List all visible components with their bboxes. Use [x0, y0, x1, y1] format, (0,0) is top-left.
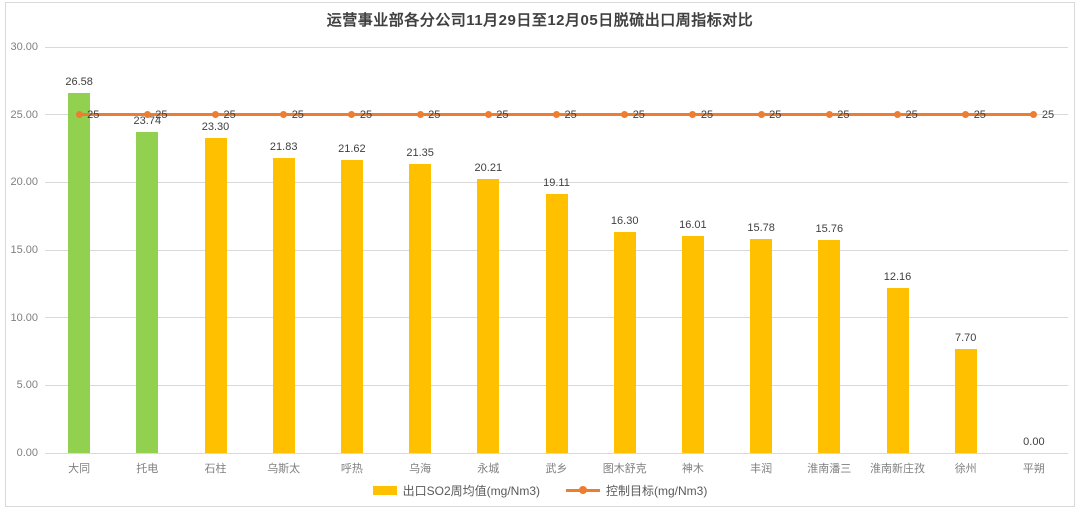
x-axis-category-label: 乌斯太 [267, 463, 301, 475]
bar [477, 179, 500, 453]
bar [545, 194, 568, 453]
x-axis-category-label: 呼热 [340, 463, 363, 475]
bar-value-label: 15.78 [747, 222, 775, 235]
x-axis-category-label: 武乡 [545, 463, 568, 475]
target-line-marker [757, 111, 765, 119]
bar [409, 164, 432, 453]
target-point-label: 25 [700, 108, 714, 121]
bar-value-label: 23.74 [133, 114, 162, 127]
target-point-label: 25 [428, 108, 441, 121]
legend-item-line-series: 控制目标(mg/Nm3) [566, 482, 707, 499]
target-line-marker [825, 111, 833, 119]
target-point-label: 25 [87, 108, 100, 121]
line-series-swatch-icon [566, 486, 600, 494]
target-point-label: 25 [564, 108, 577, 121]
x-axis-category-label: 永城 [477, 463, 500, 475]
bar [613, 232, 636, 453]
x-axis-category-label: 淮南潘三 [807, 463, 852, 475]
y-axis-tick-label: 30.00 [10, 41, 38, 53]
target-point-label: 25 [223, 108, 236, 121]
target-point-label: 25 [291, 108, 304, 121]
target-line-marker [212, 111, 219, 119]
bar-value-label: 21.62 [338, 143, 366, 156]
x-axis-category-label: 神木 [681, 463, 704, 475]
target-point-label: 25 [1041, 108, 1055, 121]
chart-title: 运营事业部各分公司11月29日至12月05日脱硫出口周指标对比 [326, 12, 754, 29]
bar-value-label: 21.35 [406, 147, 434, 160]
line-series-dot-icon [579, 486, 587, 494]
bar [272, 157, 295, 453]
target-point-label: 25 [769, 108, 782, 121]
target-line-marker [894, 111, 901, 119]
y-axis-tick-label: 15.00 [10, 244, 38, 256]
bar-value-label: 23.30 [201, 120, 230, 133]
target-line-marker [553, 111, 560, 119]
target-point-label: 25 [837, 108, 850, 121]
gridline [45, 452, 1068, 454]
target-line-marker [484, 111, 492, 119]
bar [68, 93, 91, 453]
bar-value-label: 15.76 [815, 222, 844, 235]
target-line-marker [75, 111, 83, 119]
bar [818, 239, 841, 453]
y-axis-tick-label: 25.00 [10, 108, 38, 121]
legend-item-bar-series: 出口SO2周均值(mg/Nm3) [372, 482, 540, 499]
x-axis-category-label: 丰润 [750, 463, 773, 475]
target-point-label: 25 [632, 108, 645, 121]
bar-value-label: 0.00 [1023, 436, 1045, 448]
x-axis-category-label: 大同 [68, 463, 91, 475]
bar-value-label: 19.11 [543, 177, 570, 190]
target-line-marker [689, 111, 697, 119]
target-point-label: 25 [496, 108, 509, 121]
x-axis-category-label: 石柱 [204, 463, 227, 475]
bar-value-label: 20.21 [474, 162, 503, 175]
y-axis-tick-label: 5.00 [16, 379, 38, 392]
chart-frame [5, 2, 1075, 507]
legend-label-line-series: 控制目标(mg/Nm3) [606, 484, 708, 498]
bar [954, 348, 977, 453]
target-line-marker [143, 111, 151, 119]
x-axis-category-label: 淮南新庄孜 [870, 463, 925, 475]
y-axis-tick-label: 20.00 [10, 176, 38, 189]
x-axis-category-label: 托电 [136, 463, 159, 475]
target-line-marker [348, 111, 356, 119]
bar [750, 239, 773, 453]
target-line-marker [962, 111, 970, 119]
x-axis-category-label: 图木舒克 [602, 463, 647, 475]
bar [340, 160, 363, 453]
target-point-label: 25 [359, 108, 373, 121]
target-point-label: 25 [155, 108, 168, 121]
gridline [45, 181, 1068, 183]
bar [204, 137, 227, 453]
target-point-label: 25 [905, 108, 918, 121]
bar-value-label: 21.83 [269, 140, 298, 153]
bar-value-label: 26.58 [65, 76, 93, 89]
bar [681, 236, 704, 453]
bar-value-label: 7.70 [954, 331, 977, 344]
target-line-marker [621, 111, 629, 119]
bar-series-swatch-icon [372, 486, 397, 495]
target-line-marker [280, 111, 288, 119]
legend: 出口SO2周均值(mg/Nm3) 控制目标(mg/Nm3) [0, 482, 1080, 499]
x-axis-category-label: 徐州 [954, 463, 977, 475]
x-axis-category-label: 乌海 [409, 463, 432, 475]
x-axis-category-label: 平朔 [1022, 463, 1045, 475]
bar-value-label: 12.16 [883, 271, 912, 284]
legend-label-bar-series: 出口SO2周均值(mg/Nm3) [402, 484, 540, 498]
target-line-marker [1030, 111, 1038, 119]
target-point-label: 25 [973, 108, 986, 121]
y-axis-tick-label: 10.00 [10, 311, 38, 324]
bar [886, 288, 909, 453]
gridline [45, 46, 1068, 48]
y-axis-tick-label: 0.00 [16, 447, 38, 459]
bar-value-label: 16.01 [679, 219, 707, 232]
target-line-marker [416, 111, 424, 119]
bar [136, 131, 159, 453]
bar-value-label: 16.30 [610, 215, 639, 228]
